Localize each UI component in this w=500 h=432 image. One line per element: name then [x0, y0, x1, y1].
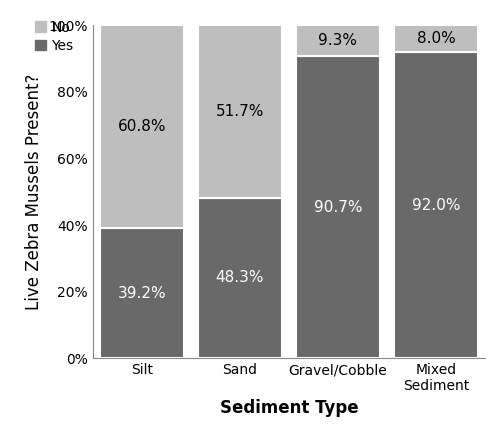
- X-axis label: Sediment Type: Sediment Type: [220, 399, 358, 417]
- Text: 90.7%: 90.7%: [314, 200, 362, 215]
- Bar: [296, 25, 380, 56]
- Bar: [296, 56, 380, 359]
- Bar: [100, 228, 184, 359]
- Text: 92.0%: 92.0%: [412, 198, 460, 213]
- Text: 8.0%: 8.0%: [416, 31, 456, 46]
- Text: 9.3%: 9.3%: [318, 33, 358, 48]
- Bar: [198, 197, 281, 359]
- Text: 48.3%: 48.3%: [216, 270, 264, 286]
- Bar: [394, 25, 477, 52]
- Legend: No, Yes: No, Yes: [30, 15, 79, 58]
- Text: 60.8%: 60.8%: [118, 119, 166, 134]
- Bar: [198, 25, 281, 197]
- Text: 51.7%: 51.7%: [216, 104, 264, 119]
- Bar: [100, 25, 184, 228]
- Y-axis label: Live Zebra Mussels Present?: Live Zebra Mussels Present?: [25, 74, 43, 310]
- Bar: [394, 52, 477, 359]
- Text: 39.2%: 39.2%: [118, 286, 166, 301]
